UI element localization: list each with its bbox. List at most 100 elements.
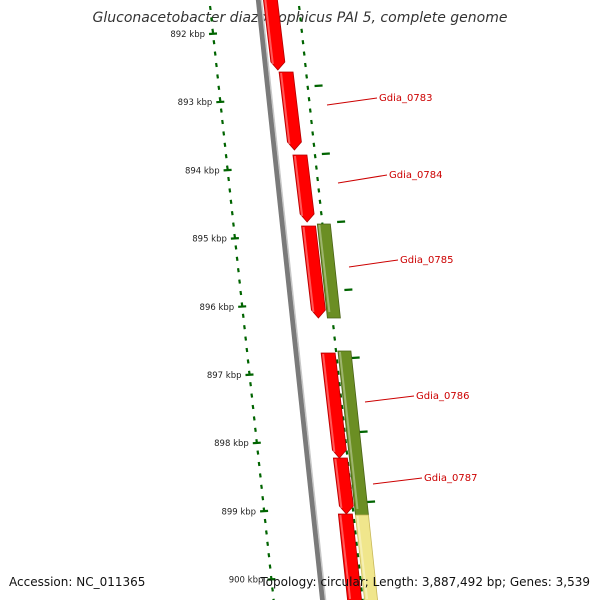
gene-label-leader — [337, 174, 388, 184]
ring-dot — [313, 154, 317, 159]
ring-dot — [336, 370, 340, 375]
gene-label: Gdia_0785 — [400, 255, 453, 266]
kbp-tick-label: 894 kbp — [185, 166, 220, 176]
gene-arrow-reverse-shine — [318, 224, 331, 313]
ring-dot — [332, 325, 335, 330]
gene-arrow-shine — [302, 226, 315, 313]
tick-dot — [267, 553, 271, 558]
rna-feature — [355, 514, 378, 600]
tick-dot — [268, 564, 272, 569]
genome-summary: Topology: circular; Length: 3,887,492 bp… — [260, 575, 590, 589]
ring-dot — [358, 575, 362, 581]
gene-arrow-shine — [264, 0, 274, 65]
gene-arrow-shine — [334, 458, 343, 509]
kbp-tick-label: 893 kbp — [178, 98, 213, 108]
tick-dot — [245, 347, 249, 353]
kbp-tick-label: 895 kbp — [192, 235, 227, 245]
tick-dot — [257, 461, 261, 467]
ring-dot — [308, 108, 312, 113]
ring-dot — [310, 119, 313, 125]
kbp-tick — [230, 237, 239, 240]
tick-dot — [224, 154, 228, 159]
ring-dot — [334, 347, 338, 353]
rna-feature-shine — [356, 515, 369, 600]
gene-arrow — [292, 154, 315, 223]
ring-dot — [354, 530, 357, 535]
ring-dot — [311, 131, 315, 136]
accession-text: Accession: NC_011365 — [9, 575, 146, 589]
backbone-line — [255, 0, 326, 600]
kbp-tick — [267, 578, 276, 581]
gene-arrow-reverse — [316, 223, 341, 319]
tick-dot — [222, 131, 226, 136]
ring-dot — [352, 518, 356, 524]
tick-dot — [211, 28, 215, 33]
ring-tick — [351, 356, 360, 360]
kbp-tick — [245, 373, 254, 377]
tick-dot — [232, 222, 235, 227]
ring-dot — [341, 416, 345, 421]
gene-label: Gdia_0787 — [424, 473, 477, 484]
tick-dot — [218, 97, 222, 102]
gene-arrow — [320, 352, 347, 459]
tick-dot — [234, 245, 238, 250]
tick-dot — [229, 199, 233, 204]
tick-dot — [236, 268, 240, 273]
tick-dot — [265, 530, 268, 535]
tick-dot — [219, 108, 223, 113]
tick-dot — [260, 484, 263, 489]
gene-label-leader — [348, 259, 399, 268]
ring-dot — [299, 17, 302, 22]
tick-dot — [266, 541, 270, 546]
tick-dot — [254, 427, 257, 432]
gene-label: Gdia_0784 — [389, 170, 442, 181]
gene-label-leader — [326, 97, 378, 106]
ring-dot — [312, 142, 316, 147]
ring-dot — [356, 553, 360, 558]
ring-tick — [337, 220, 346, 224]
ring-dot — [304, 62, 307, 68]
gene-label: Gdia_0783 — [379, 93, 432, 104]
tick-dot — [225, 165, 229, 170]
ring-dot — [340, 404, 344, 410]
tick-dot — [227, 176, 230, 182]
tick-dot — [250, 393, 254, 398]
gene-arrow-shine — [293, 155, 304, 217]
ring-dot — [338, 382, 341, 387]
tick-dot — [221, 119, 224, 125]
kbp-tick-label: 897 kbp — [207, 371, 242, 381]
kbp-tick-label: 896 kbp — [200, 303, 235, 313]
gene-arrow — [301, 225, 326, 319]
tick-dot — [258, 473, 262, 478]
gene-arrow-reverse-shine — [338, 351, 359, 510]
ring-tick — [314, 84, 323, 88]
backbone-highlight — [260, 0, 327, 600]
gene-arrow-shine — [280, 72, 291, 145]
ring-dot — [302, 51, 306, 56]
ring-dot — [301, 40, 305, 45]
ring-dot — [360, 587, 363, 592]
ring-dot — [355, 541, 359, 546]
gene-arrow — [332, 457, 354, 515]
tick-dot — [228, 188, 232, 193]
tick-dot — [243, 325, 246, 330]
kbp-tick — [208, 32, 218, 36]
ring-dot — [305, 74, 309, 79]
gene-arrow — [263, 0, 286, 71]
tick-dot — [239, 290, 243, 296]
kbp-tick-label: 900 kbp — [229, 576, 264, 586]
kbp-tick — [216, 100, 225, 104]
tick-dot — [246, 359, 250, 364]
kbp-tick-label: 892 kbp — [170, 30, 205, 40]
tick-dot — [210, 17, 213, 22]
ring-dot — [357, 564, 361, 569]
tick-dot — [235, 256, 239, 261]
tick-dot — [238, 279, 241, 284]
ring-dot — [345, 450, 349, 455]
gene-arrow-shine — [322, 353, 336, 453]
tick-dot — [215, 62, 218, 68]
gene-arrow-shine — [339, 514, 352, 600]
tick-dot — [263, 518, 267, 524]
gene-arrow — [278, 71, 302, 151]
